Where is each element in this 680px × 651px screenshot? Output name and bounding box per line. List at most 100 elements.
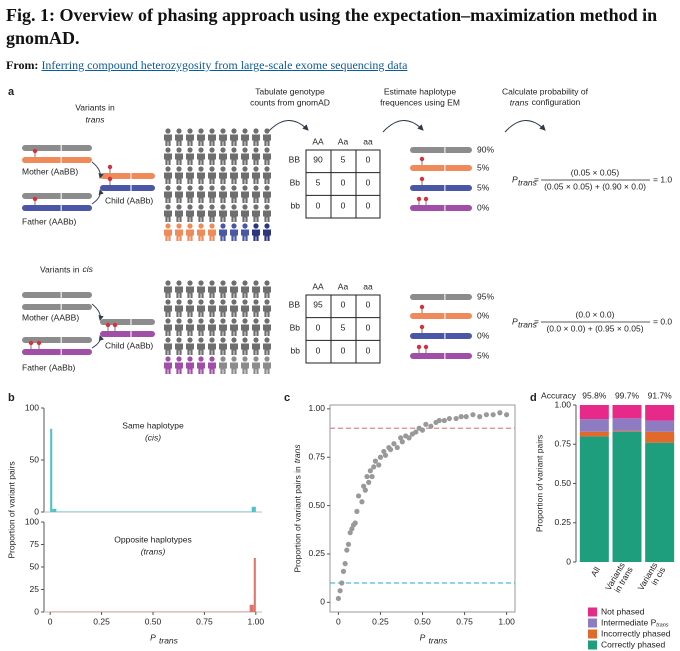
centromere: [60, 337, 62, 343]
person-icon: [164, 128, 172, 146]
bar-segment: [612, 405, 642, 419]
y-tick-label: 0.50: [554, 478, 571, 488]
table-cell: 0: [316, 200, 321, 210]
person-icon: [252, 204, 260, 222]
step-text: trans configuration: [510, 97, 581, 107]
col-header: AA: [312, 281, 324, 291]
scatter-point: [428, 423, 434, 429]
x-tick-label: 0.50: [414, 616, 431, 626]
person-icon: [252, 223, 260, 241]
scatter-point: [376, 462, 382, 468]
accuracy-value: 91.7%: [648, 390, 673, 400]
person-icon: [219, 356, 227, 374]
table-cell: 95: [313, 299, 323, 309]
person-icon: [252, 185, 260, 203]
haplotype-freq: 5%: [477, 182, 490, 192]
step-text: Estimate haplotype: [384, 86, 457, 96]
scenario-title: cis: [83, 264, 94, 274]
bar-segment: [645, 431, 675, 443]
chromosome: [410, 333, 472, 339]
inheritance-arrow: [91, 303, 104, 321]
person-icon: [208, 356, 216, 374]
haplotype-freq: 0%: [477, 330, 490, 340]
y-tick-label: 50: [30, 561, 40, 571]
chromosome: [22, 145, 92, 151]
chromosome: [22, 205, 92, 211]
scatter-point: [441, 417, 447, 424]
chromosome: [22, 157, 92, 163]
chart-subtitle: (cis): [145, 432, 161, 442]
chromosome: [410, 147, 472, 153]
centromere: [130, 173, 132, 179]
scatter-point: [391, 441, 397, 447]
bar-segment: [612, 430, 642, 432]
accuracy-label: Accuracy: [541, 390, 577, 400]
y-tick-label: 0.50: [308, 500, 325, 510]
parent-label: Father (AABb): [22, 216, 76, 226]
row-header: Bb: [290, 322, 301, 332]
chromosome: [22, 193, 92, 199]
bar-segment: [579, 405, 609, 420]
panel-label: c: [284, 392, 290, 404]
person-icon: [208, 318, 216, 336]
centromere: [130, 331, 132, 337]
x-axis-label-sub: trans: [429, 635, 449, 645]
histogram-bar: [50, 428, 53, 512]
x-tick-label: 0: [336, 616, 341, 626]
child-label: Child (AaBb): [105, 195, 153, 205]
variant-pin: [107, 176, 113, 182]
scatter-point: [352, 520, 358, 526]
scatter-point: [364, 473, 370, 480]
person-icon: [208, 185, 216, 203]
formula-numerator: (0.05 × 0.05): [571, 167, 620, 177]
table-cell: 0: [366, 177, 371, 187]
person-icon: [186, 318, 194, 336]
bar-segment: [579, 419, 609, 432]
col-header: AA: [312, 136, 324, 146]
histogram-bar: [249, 604, 254, 612]
panel-label: b: [8, 392, 15, 404]
y-tick-label: 100: [25, 402, 39, 412]
centromere: [60, 292, 62, 298]
bar-segment: [645, 442, 675, 562]
table-cell: 90: [313, 154, 323, 164]
table-cell: 5: [341, 322, 346, 332]
variant-pin: [105, 322, 111, 328]
person-icon: [186, 128, 194, 146]
variant-pin: [416, 196, 422, 202]
y-axis-label: Proportion of variant pairs intrans: [292, 444, 302, 573]
inheritance-arrow: [91, 161, 104, 179]
legend-swatch: [588, 607, 597, 617]
bar-segment: [612, 418, 642, 431]
x-tick-label: 1.00: [248, 616, 265, 626]
source-line: From: Inferring compound heterozygosity …: [6, 58, 407, 73]
panel-label: a: [8, 86, 15, 98]
person-icon: [263, 299, 271, 317]
person-icon: [263, 128, 271, 146]
person-icon: [263, 318, 271, 336]
step-text: configuration: [532, 97, 581, 107]
chromosome: [410, 205, 472, 211]
person-icon: [197, 280, 205, 298]
scatter-point: [463, 414, 469, 420]
table-cell: 0: [366, 345, 371, 355]
person-icon: [241, 337, 249, 355]
person-icon: [263, 147, 271, 165]
person-icon: [219, 204, 227, 222]
person-icon: [230, 147, 238, 165]
person-icon: [186, 166, 194, 184]
person-icon: [263, 280, 271, 298]
chromosome: [410, 294, 472, 300]
source-link[interactable]: Inferring compound heterozygosity from l…: [41, 58, 408, 72]
x-tick-label: All: [589, 565, 602, 578]
chromosome: [410, 165, 472, 171]
bar-segment: [612, 431, 642, 562]
table-cell: 0: [366, 299, 371, 309]
scatter-point: [377, 454, 384, 460]
person-icon: [241, 318, 249, 336]
scatter-point: [339, 580, 345, 586]
person-icon: [252, 166, 260, 184]
scenario-title: Variants in: [75, 102, 115, 112]
formula-result: = 0.0: [653, 316, 672, 326]
